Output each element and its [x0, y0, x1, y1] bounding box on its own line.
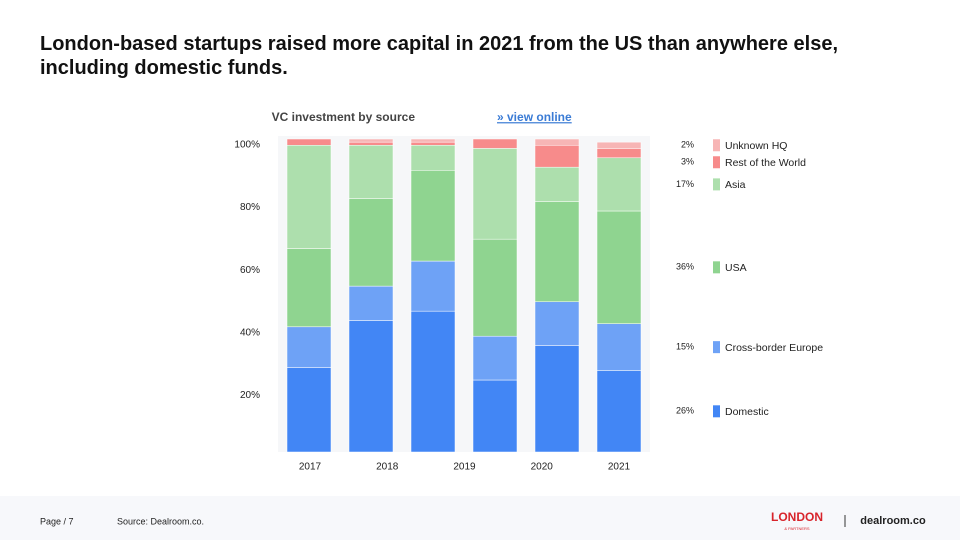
bar-segment [410, 170, 456, 262]
y-tick-label: 40% [240, 327, 260, 338]
bar-segment [348, 198, 394, 287]
legend-swatch [713, 156, 720, 169]
source: Source: Dealroom.co. [117, 516, 204, 526]
bar-segment [286, 248, 332, 328]
legend-swatch [713, 405, 720, 418]
bar-segment [534, 345, 580, 453]
bar-segment [410, 138, 456, 143]
legend-share: 17% [676, 179, 694, 189]
bar-segment [534, 138, 580, 146]
legend-label: Cross-border Europe [725, 342, 823, 354]
x-tick-label: 2019 [453, 462, 476, 473]
bar-segment [410, 145, 456, 171]
x-tick-label: 2017 [299, 462, 322, 473]
legend-share: 26% [676, 406, 694, 416]
bar-segment [348, 145, 394, 199]
y-tick-label: 20% [240, 390, 260, 401]
y-tick-label: 60% [240, 265, 260, 276]
bar-segment [472, 238, 518, 337]
bar-segment [348, 285, 394, 321]
y-tick-label: 100% [234, 140, 260, 151]
bar-segment [286, 138, 332, 146]
legend-share: 2% [681, 140, 694, 150]
bar-segment [596, 148, 642, 159]
legend-swatch [713, 139, 720, 152]
chart-title: VC investment by source [272, 110, 416, 124]
x-tick-label: 2020 [531, 462, 554, 473]
page-number: Page / 7 [40, 516, 74, 526]
bar-segment [286, 145, 332, 249]
logo-london: LONDON [771, 510, 823, 524]
x-tick-label: 2018 [376, 462, 399, 473]
legend-swatch [713, 178, 720, 191]
bar-segment [472, 335, 518, 381]
bar-segment [596, 141, 642, 149]
bar-segment [596, 370, 642, 453]
bar-segment [472, 379, 518, 453]
bar-segment [410, 310, 456, 453]
legend-label: Asia [725, 179, 746, 191]
bar-segment [596, 323, 642, 371]
legend-swatch [713, 261, 720, 274]
logo-partners: & PARTNERS [784, 526, 810, 531]
footer-bg [0, 496, 960, 540]
plot-area [278, 136, 650, 452]
legend-share: 15% [676, 342, 694, 352]
bar-segment [286, 326, 332, 368]
bar-segment [472, 138, 518, 149]
logo-dealroom: dealroom.co [860, 515, 926, 527]
headline-box: London-based startups raised more capita… [40, 33, 838, 79]
bar-segment [534, 145, 580, 168]
bar-segment [348, 138, 394, 143]
bar-segment [534, 166, 580, 202]
headline: London-based startups raised more capita… [40, 33, 838, 79]
view-online-link[interactable]: » view online [497, 110, 572, 124]
bar-segment [596, 210, 642, 324]
bar-segment [534, 301, 580, 346]
bar-segment [410, 141, 456, 146]
bar-segment [286, 367, 332, 453]
legend-swatch [713, 341, 720, 354]
x-tick-label: 2021 [608, 462, 631, 473]
bar-segment [472, 148, 518, 240]
legend-label: USA [725, 262, 747, 274]
y-tick-label: 80% [240, 202, 260, 213]
legend-label: Rest of the World [725, 157, 806, 169]
legend-share: 36% [676, 262, 694, 272]
bar-segment [348, 141, 394, 146]
bar-segment [596, 157, 642, 212]
bar-segment [410, 260, 456, 312]
legend-label: Unknown HQ [725, 140, 787, 152]
bar-segment [348, 320, 394, 453]
legend-label: Domestic [725, 406, 769, 418]
bar-segment [534, 201, 580, 303]
legend-share: 3% [681, 157, 694, 167]
